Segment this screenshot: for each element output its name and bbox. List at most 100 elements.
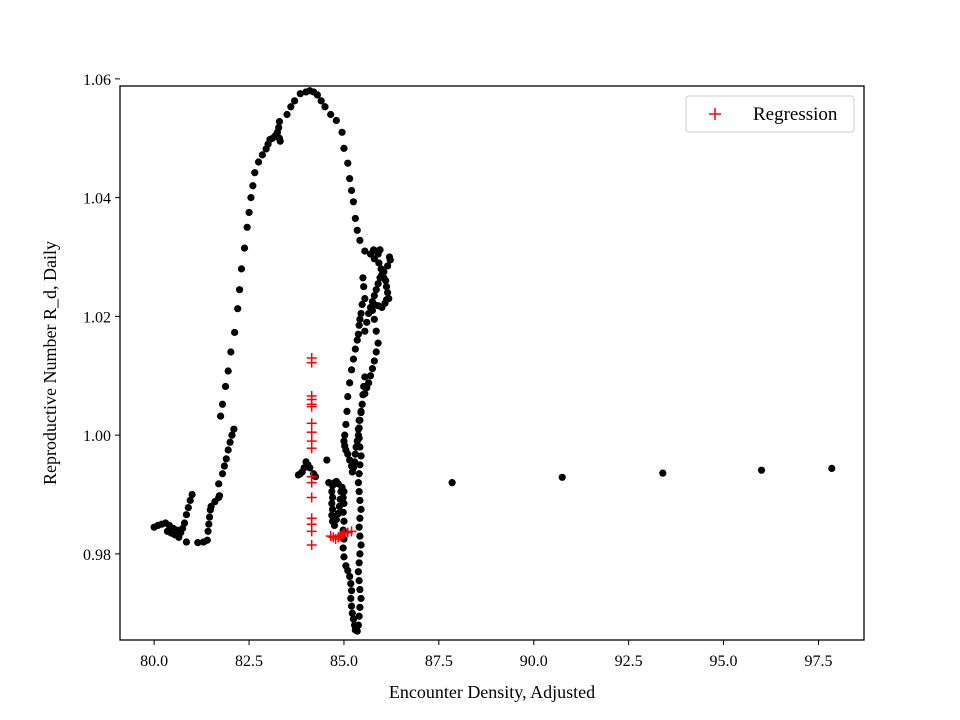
- data-point: [370, 292, 378, 300]
- data-point: [245, 208, 253, 217]
- data-point: [328, 487, 336, 496]
- axes: 80.0 82.5 85.0 87.5 90.0 92.5 95.0 97.5 0.98 1.0…: [40, 72, 865, 702]
- legend-box: [685, 95, 855, 133]
- data-point: [349, 355, 358, 363]
- data-point: [357, 594, 365, 603]
- data-point: [366, 372, 375, 380]
- data-point: [215, 492, 224, 500]
- data-point: [347, 579, 355, 588]
- data-point: [275, 123, 283, 132]
- data-point: [184, 503, 192, 512]
- data-point: [353, 336, 361, 344]
- regression-point: [306, 492, 317, 503]
- data-point: [347, 594, 355, 603]
- data-point: [382, 283, 391, 291]
- data-point: [355, 487, 363, 496]
- data-point: [328, 493, 337, 502]
- data-point: [351, 214, 359, 223]
- data-point: [354, 568, 362, 576]
- data-point: [323, 456, 331, 464]
- data-point: [828, 464, 836, 472]
- data-point: [361, 247, 369, 255]
- data-point: [355, 470, 363, 478]
- data-point: [336, 495, 344, 503]
- data-point: [659, 469, 667, 477]
- data-point: [328, 499, 336, 508]
- data-point: [350, 621, 359, 629]
- data-point: [330, 521, 339, 529]
- data-point: [338, 128, 346, 136]
- legend: Regression: [685, 95, 855, 133]
- regression-point: [306, 443, 317, 454]
- data-point: [347, 587, 356, 595]
- data-point: [350, 458, 359, 466]
- data-point: [205, 513, 214, 521]
- data-point: [374, 280, 382, 288]
- regression-point: [346, 526, 357, 537]
- data-point: [370, 315, 378, 323]
- data-point: [234, 305, 242, 313]
- data-point: [186, 496, 194, 505]
- data-point: [224, 367, 232, 375]
- data-point: [370, 357, 378, 365]
- data-point: [249, 182, 257, 190]
- data-point: [222, 455, 230, 463]
- data-point: [361, 294, 369, 303]
- data-point: [226, 438, 234, 446]
- data-point: [258, 151, 266, 159]
- data-point: [355, 577, 363, 585]
- x-tick-label: 97.5: [804, 653, 832, 670]
- data-point: [251, 169, 259, 177]
- data-point: [349, 464, 358, 472]
- data-point: [332, 477, 340, 486]
- data-point: [220, 462, 228, 470]
- data-point: [340, 553, 348, 561]
- data-point: [325, 479, 333, 487]
- data-point: [228, 431, 236, 439]
- data-point: [321, 103, 329, 111]
- data-point: [340, 144, 348, 152]
- data-point: [354, 479, 362, 487]
- data-point: [237, 265, 246, 273]
- regression-point: [306, 401, 317, 412]
- data-point: [757, 466, 766, 474]
- data-point: [215, 480, 223, 488]
- x-tick-label: 85.0: [330, 653, 358, 670]
- regression-point: [306, 539, 317, 550]
- data-point: [356, 461, 364, 469]
- data-point: [224, 446, 232, 454]
- data-point: [204, 527, 212, 535]
- data-point: [361, 389, 369, 398]
- regression-point: [306, 357, 317, 368]
- data-point: [356, 443, 364, 451]
- data-point: [342, 420, 350, 429]
- data-point: [218, 470, 227, 478]
- data-point: [276, 137, 284, 145]
- data-point: [355, 523, 363, 531]
- data-series-dots: [150, 87, 836, 635]
- data-point: [448, 479, 456, 487]
- x-axis-ticks: 80.0 82.5 85.0 87.5 90.0 92.5 95.0 97.5: [140, 640, 832, 670]
- data-point: [182, 511, 191, 519]
- data-point: [353, 226, 361, 234]
- legend-marker-regression: [709, 108, 721, 120]
- data-point: [357, 309, 365, 318]
- data-point: [346, 572, 354, 581]
- data-point: [356, 532, 364, 540]
- data-point: [339, 544, 347, 552]
- data-point: [356, 496, 364, 505]
- data-point: [372, 327, 380, 335]
- data-point: [354, 330, 362, 338]
- data-point: [327, 110, 335, 119]
- x-tick-label: 87.5: [425, 653, 453, 670]
- data-point: [341, 431, 349, 439]
- x-tick-label: 82.5: [235, 653, 263, 670]
- x-tick-label: 92.5: [615, 653, 643, 670]
- data-point: [343, 407, 351, 415]
- regression-series: [306, 352, 357, 550]
- data-point: [294, 471, 303, 479]
- data-point: [287, 103, 295, 111]
- data-point: [344, 159, 352, 167]
- data-point: [358, 400, 366, 408]
